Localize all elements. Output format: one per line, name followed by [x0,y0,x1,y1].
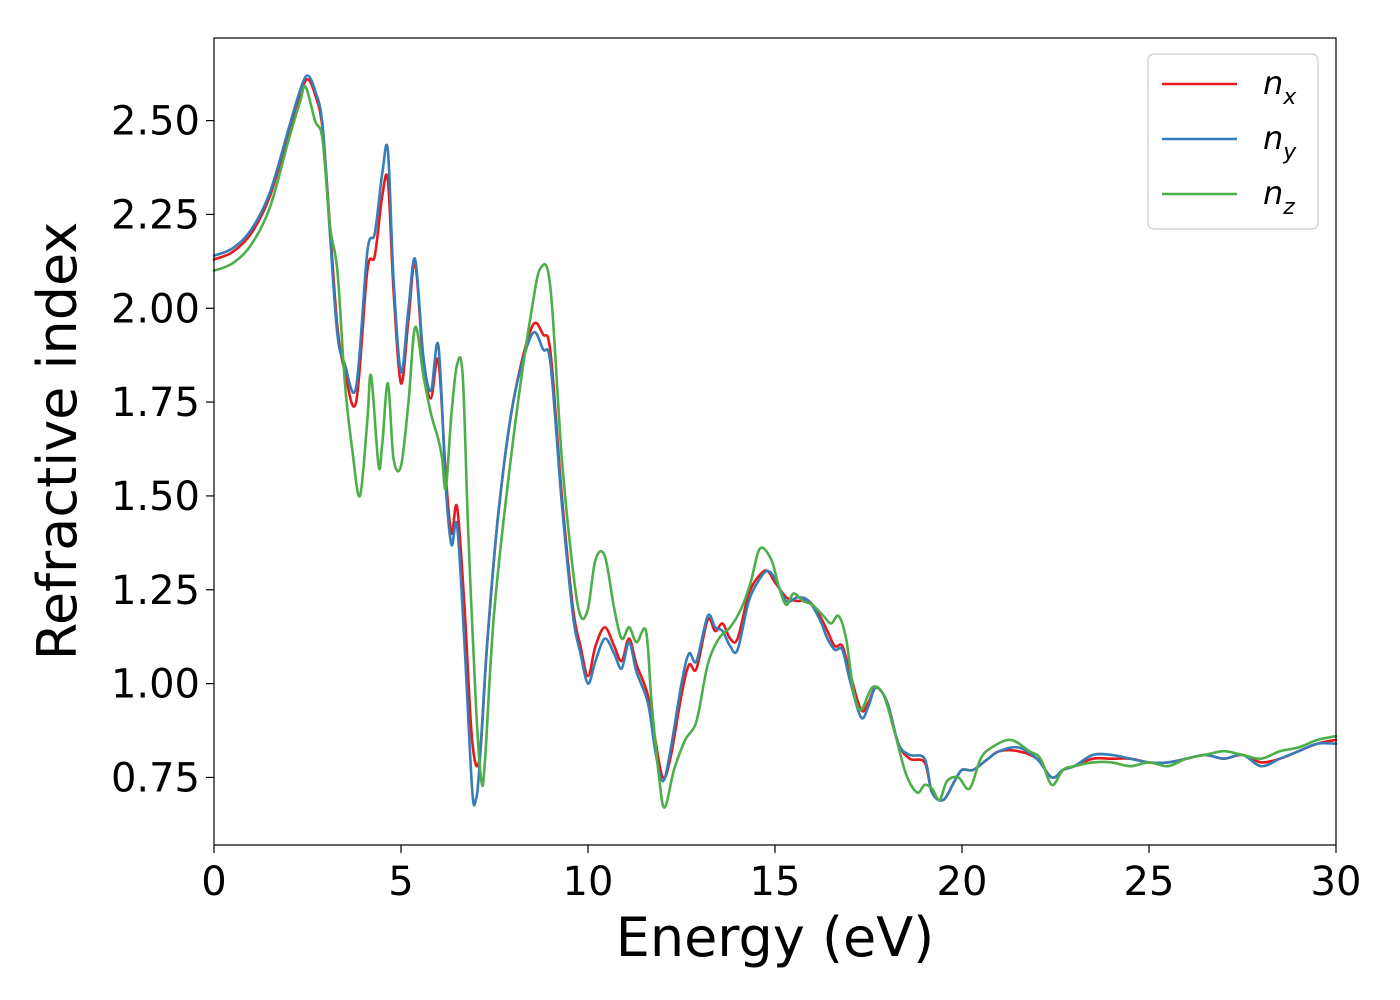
series-layer [212,74,1338,809]
series-line-ny [212,74,1338,807]
y-tick-label: 0.75 [111,755,200,801]
y-tick-label: 2.00 [111,286,200,332]
y-tick-label: 1.50 [111,474,200,520]
y-tick-label: 2.50 [111,99,200,145]
x-axis-label: Energy (eV) [616,906,935,969]
x-tick-label: 20 [937,859,988,905]
y-axis-label: Refractive index [26,222,89,661]
series-line-nz [212,84,1338,809]
x-tick-label: 15 [750,859,801,905]
x-tick-label: 30 [1311,859,1362,905]
y-tick-label: 1.00 [111,662,200,708]
y-tick-label: 1.75 [111,380,200,426]
y-axis: 0.75 1.00 1.25 1.50 1.75 2.00 2.25 2.50 [111,99,214,801]
x-tick-label: 10 [563,859,614,905]
x-tick-label: 0 [201,859,226,905]
x-tick-label: 5 [388,859,413,905]
y-tick-label: 1.25 [111,568,200,614]
x-tick-label: 25 [1124,859,1175,905]
legend-box [1147,53,1319,230]
y-tick-label: 2.25 [111,192,200,238]
x-axis: 0 5 10 15 20 25 30 [201,845,1361,905]
